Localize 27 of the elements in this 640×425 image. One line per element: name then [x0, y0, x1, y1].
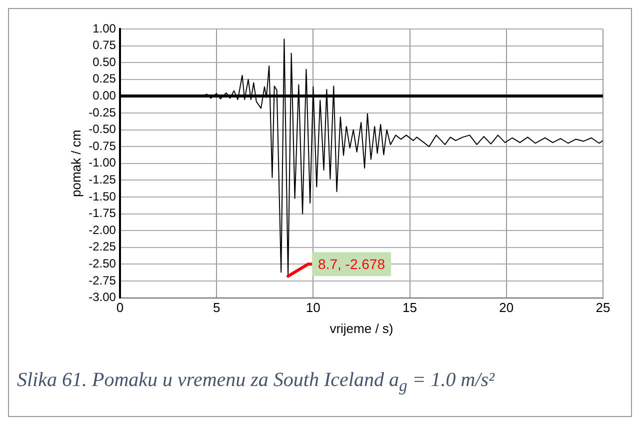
y-tick-label: 0.00 [92, 88, 116, 103]
x-axis-title: vrijeme / s) [330, 320, 394, 336]
y-tick-label: -3.00 [88, 290, 116, 304]
y-tick-label: -1.25 [88, 172, 116, 187]
y-tick-label: -1.00 [88, 156, 116, 170]
x-tick-label: 0 [116, 300, 124, 316]
y-tick-label: -2.25 [88, 240, 116, 254]
y-tick-label: -2.50 [88, 256, 116, 271]
y-tick-label: 1.00 [92, 21, 116, 36]
x-tick-label: 25 [596, 300, 610, 316]
y-tick-label: 0.75 [92, 38, 116, 52]
annotation: 8.7, -2.678 [318, 256, 386, 272]
x-tick-label: 15 [402, 300, 418, 316]
y-axis-title: pomak / cm [68, 130, 84, 197]
y-tick-label: 0.50 [92, 54, 116, 69]
y-tick-label: 0.25 [92, 72, 116, 86]
x-tick-label: 20 [499, 300, 514, 316]
y-tick-label: -2.00 [88, 222, 116, 237]
y-tick-label: -1.75 [88, 206, 116, 220]
y-tick-label: -1.50 [88, 189, 116, 204]
text: Slika 61. Pomaku u vremenu za South Iceland a$_{g}$ = 1.0 m/s² [17, 369, 496, 396]
x-tick-label: 10 [306, 300, 320, 316]
y-tick-label: -0.25 [88, 105, 116, 120]
y-tick-label: -0.75 [88, 138, 116, 153]
y-tick-label: -2.75 [88, 273, 116, 288]
x-tick-label: 5 [212, 300, 220, 316]
y-tick-label: -0.50 [88, 122, 116, 136]
